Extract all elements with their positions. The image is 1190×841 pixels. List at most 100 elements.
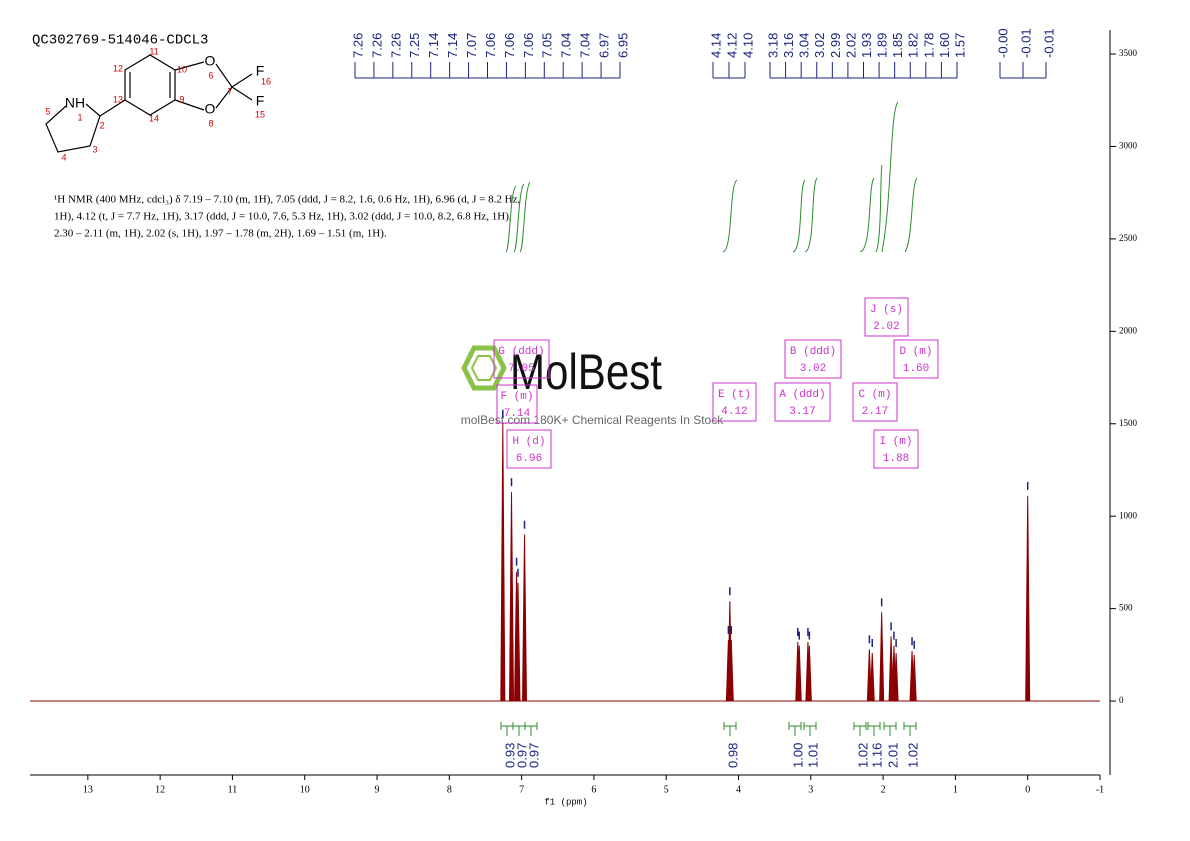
multiplet-name: H (d) — [512, 436, 545, 448]
atom-number: 5 — [45, 106, 50, 116]
integral-bracket — [723, 722, 737, 736]
multiplet-box — [496, 384, 538, 424]
multiplet-box — [852, 382, 898, 422]
integral-curves — [505, 101, 918, 253]
peak — [515, 582, 521, 702]
x-tick-label: 12 — [155, 784, 165, 795]
x-tick-label: 11 — [228, 784, 238, 795]
multiplet-name: C (m) — [858, 389, 891, 401]
x-tick-label: 1 — [953, 784, 958, 795]
pyrrolidine-ring — [45, 103, 101, 153]
peak — [508, 492, 515, 702]
x-tick-label: 9 — [375, 784, 380, 795]
x-tick-label: 0 — [1025, 784, 1030, 795]
atom-label: NH — [65, 95, 85, 111]
peak — [1025, 495, 1031, 702]
description-line: 1H), 4.12 (t, J = 7.7 Hz, 1H), 3.17 (ddd… — [54, 211, 512, 223]
integral-bracket — [512, 722, 526, 736]
integral-label: 1.00 — [790, 743, 805, 768]
atom-number: 7 — [227, 86, 232, 96]
x-tick-label: 7 — [519, 784, 524, 795]
x-axis-label: f1 (ppm) — [544, 797, 587, 807]
integral-bracket — [903, 722, 917, 736]
atom-number: 2 — [99, 120, 104, 130]
multiplet-shift: 1.88 — [883, 453, 909, 465]
peak-label: 7.07 — [464, 33, 479, 58]
atom-number: 4 — [61, 152, 66, 162]
multiplet-shift: 3.02 — [800, 363, 826, 375]
peak-label: -0.01 — [1041, 28, 1056, 58]
peak-label: 7.06 — [502, 33, 517, 58]
multiplet-name: E (t) — [718, 389, 751, 401]
integral-label: 0.97 — [526, 743, 541, 768]
y-tick-label: 2000 — [1119, 325, 1138, 335]
multiplet-name: F (m) — [500, 391, 533, 403]
multiplet-name: J (s) — [870, 304, 903, 316]
multiplet-shift: 2.17 — [862, 406, 888, 418]
atom-number: 16 — [261, 76, 271, 86]
multiplet-box — [893, 339, 939, 379]
peak-label: 7.04 — [578, 33, 593, 58]
multiplet-box — [506, 429, 552, 469]
y-tick-label: 2500 — [1119, 233, 1138, 243]
peak-label: 7.26 — [388, 33, 403, 58]
integral-label: 0.98 — [725, 743, 740, 768]
dioxole-bonds — [174, 61, 253, 111]
integral-label: 0.93 — [502, 743, 517, 768]
atom-number: 9 — [179, 94, 184, 104]
peak-label: 1.89 — [875, 33, 890, 58]
peak-label: 3.02 — [812, 33, 827, 58]
x-tick-label: 5 — [664, 784, 669, 795]
peak-label: 1.78 — [921, 33, 936, 58]
peak-label: 1.82 — [906, 33, 921, 58]
integral-bracket — [803, 722, 817, 736]
x-tick-label: 3 — [808, 784, 813, 795]
x-tick-label: 13 — [83, 784, 93, 795]
description-line: 2.30 – 2.11 (m, 1H), 2.02 (s, 1H), 1.97 … — [54, 228, 387, 240]
atom-number: 3 — [92, 144, 97, 154]
atom-number: 12 — [113, 63, 123, 73]
peak — [806, 645, 812, 702]
atom-number: 10 — [177, 64, 187, 74]
multiplet-shift: 4.12 — [721, 406, 747, 418]
integral-label: 1.01 — [805, 743, 820, 768]
y-tick-label: 3500 — [1119, 48, 1138, 58]
description-line: ¹H NMR (400 MHz, cdcl₃) δ 7.19 – 7.10 (m… — [54, 194, 520, 206]
peak-label: 7.06 — [483, 33, 498, 58]
sample-title: QC302769-514046-CDCL3 — [32, 33, 208, 49]
multiplet-shift: 2.02 — [873, 321, 899, 333]
peak-label: 7.05 — [540, 33, 555, 58]
peak — [911, 654, 917, 702]
atom-number: 15 — [255, 109, 265, 119]
integral-label: 2.01 — [885, 743, 900, 768]
x-tick-label: 8 — [447, 784, 452, 795]
peak-label: 6.95 — [615, 33, 630, 58]
integral-label: 1.16 — [869, 743, 884, 768]
multiplet-name: A (ddd) — [779, 389, 825, 401]
peak — [879, 612, 885, 702]
peak-label: 7.04 — [559, 33, 574, 58]
peak-label: 3.04 — [797, 33, 812, 58]
peak-label: 7.26 — [369, 33, 384, 58]
integral-label: 0.97 — [514, 743, 529, 768]
x-tick-label: -1 — [1096, 784, 1104, 795]
peak — [893, 652, 899, 702]
multiplet-name: I (m) — [879, 436, 912, 448]
multiplet-shift: 7.14 — [504, 408, 531, 420]
benzene-ring — [99, 54, 176, 117]
atom-number: 11 — [149, 46, 158, 56]
integral-label: 1.02 — [855, 743, 870, 768]
peak-label: 1.93 — [859, 33, 874, 58]
atom-label: F — [256, 63, 265, 79]
multiplet-shift: 7.05 — [508, 363, 534, 375]
integral-bracket — [853, 722, 867, 736]
atom-label: F — [256, 93, 265, 109]
peak — [869, 652, 875, 702]
watermark-brand: MolBest — [510, 344, 662, 400]
peak — [728, 640, 734, 702]
multiplet-box — [864, 297, 909, 337]
multiplet-box — [712, 382, 757, 422]
multiplet-box — [493, 339, 550, 379]
multiplet-shift: 3.17 — [789, 406, 815, 418]
